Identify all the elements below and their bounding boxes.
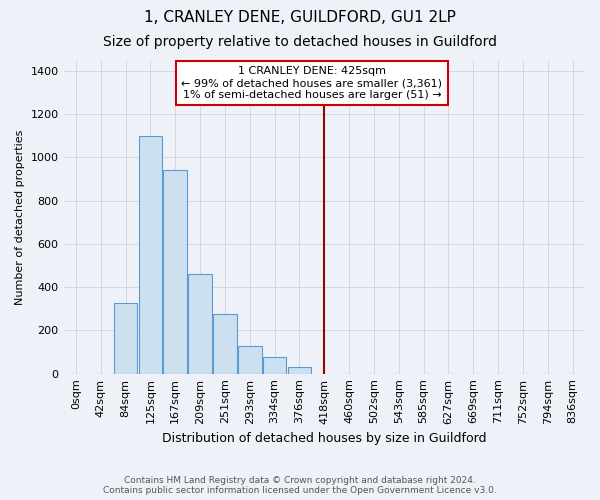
Bar xyxy=(213,314,237,374)
Text: Contains HM Land Registry data © Crown copyright and database right 2024.
Contai: Contains HM Land Registry data © Crown c… xyxy=(103,476,497,495)
Bar xyxy=(263,358,286,374)
Text: 1, CRANLEY DENE, GUILDFORD, GU1 2LP: 1, CRANLEY DENE, GUILDFORD, GU1 2LP xyxy=(144,10,456,25)
Text: Size of property relative to detached houses in Guildford: Size of property relative to detached ho… xyxy=(103,35,497,49)
Bar xyxy=(139,136,162,374)
Text: 1 CRANLEY DENE: 425sqm
← 99% of detached houses are smaller (3,361)
1% of semi-d: 1 CRANLEY DENE: 425sqm ← 99% of detached… xyxy=(181,66,442,100)
Bar xyxy=(238,346,262,374)
X-axis label: Distribution of detached houses by size in Guildford: Distribution of detached houses by size … xyxy=(162,432,487,445)
Bar xyxy=(188,274,212,374)
Bar xyxy=(287,367,311,374)
Bar xyxy=(163,170,187,374)
Bar xyxy=(114,304,137,374)
Y-axis label: Number of detached properties: Number of detached properties xyxy=(15,129,25,304)
